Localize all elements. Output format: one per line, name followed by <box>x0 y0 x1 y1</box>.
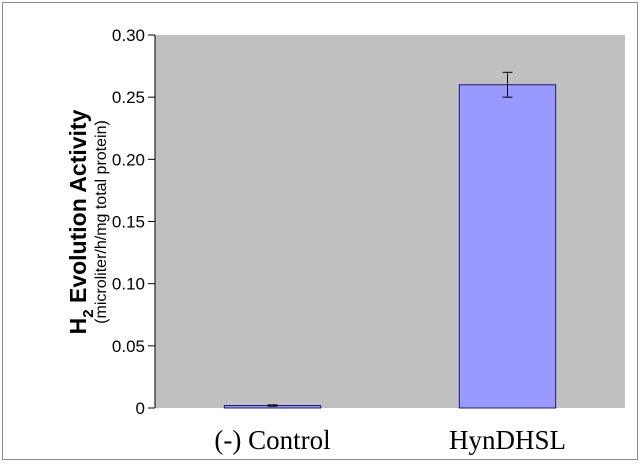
y-ticks: 0 0.05 0.10 0.15 0.20 0.25 0.30 <box>112 26 155 418</box>
y-tick-label: 0.05 <box>112 337 145 356</box>
y-axis-title-base: H <box>65 318 91 335</box>
y-tick-label: 0.15 <box>112 213 145 232</box>
y-tick-label: 0 <box>136 399 145 418</box>
bar <box>458 84 557 409</box>
bars <box>223 71 557 409</box>
y-tick-label: 0.25 <box>112 88 145 107</box>
x-tick-labels: (-) Control HynDHSL <box>214 425 566 455</box>
y-tick-label: 0.20 <box>112 150 145 169</box>
y-axis-title: H2 Evolution Activity <box>65 109 97 334</box>
x-tick-label: HynDHSL <box>449 425 566 455</box>
y-axis-title-main: Evolution Activity <box>65 109 91 309</box>
y-tick-label: 0.30 <box>112 26 145 45</box>
y-axis-title-subscript: 2 <box>80 309 97 317</box>
y-tick-label: 0.10 <box>112 275 145 294</box>
y-axis-units: (microliter/h/mg total protein) <box>93 120 110 324</box>
x-tick-label: (-) Control <box>214 425 330 455</box>
